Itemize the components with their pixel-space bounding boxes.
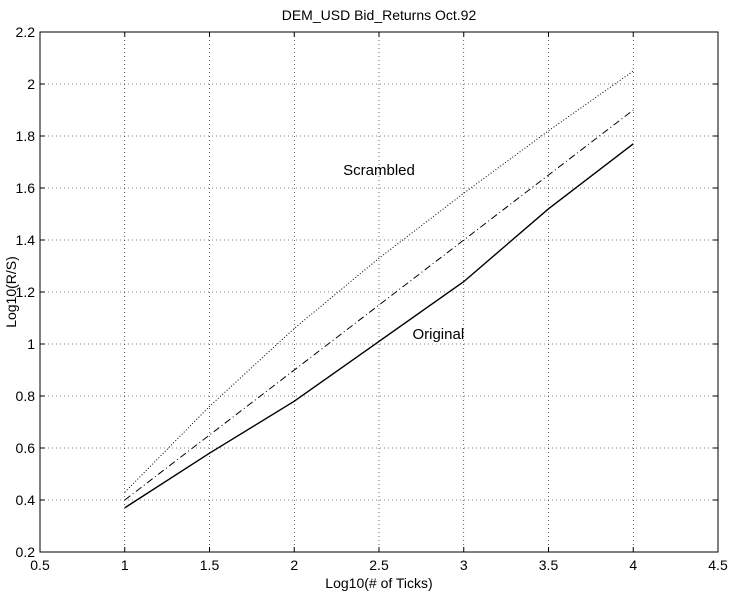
x-tick-label: 0.5 <box>30 557 50 573</box>
x-tick-label: 3.5 <box>539 557 559 573</box>
series-group <box>124 70 634 509</box>
y-tick-label: 1.2 <box>16 284 36 300</box>
x-axis-label: Log10(# of Ticks) <box>325 575 432 591</box>
x-tick-label: 2 <box>290 557 298 573</box>
ticks-group: 0.5 1 1.5 2 2.5 3 3.5 4 4.5 0.2 0.4 0.6 0.8 1 1.2 1.4 1.… <box>16 24 728 573</box>
y-tick-label: 0.4 <box>16 492 36 508</box>
y-tick-label: 1.6 <box>16 180 36 196</box>
x-tick-label: 2.5 <box>369 557 389 573</box>
y-tick-label: 0.8 <box>16 388 36 404</box>
series-original <box>124 143 634 509</box>
y-tick-label: 0.2 <box>16 544 36 560</box>
y-tick-label: 2 <box>27 76 35 92</box>
x-tick-label: 1.5 <box>200 557 220 573</box>
y-tick-label: 1.4 <box>16 232 36 248</box>
annotations-group: Scrambled Original <box>343 162 464 343</box>
chart-title: DEM_USD Bid_Returns Oct.92 <box>282 7 477 23</box>
grid <box>40 32 718 552</box>
y-tick-label: 2.2 <box>16 24 36 40</box>
y-axis-label: Log10(R/S) <box>3 256 19 328</box>
x-tick-label: 4.5 <box>708 557 728 573</box>
x-tick-label: 3 <box>460 557 468 573</box>
y-tick-label: 0.6 <box>16 440 36 456</box>
y-tick-label: 1.8 <box>16 128 36 144</box>
x-tick-label: 4 <box>629 557 637 573</box>
x-tick-label: 1 <box>121 557 129 573</box>
y-tick-label: 1 <box>27 336 35 352</box>
annotation-original: Original <box>412 326 464 343</box>
annotation-scrambled: Scrambled <box>343 162 415 179</box>
series-reference <box>124 109 634 501</box>
series-scrambled <box>124 70 634 493</box>
